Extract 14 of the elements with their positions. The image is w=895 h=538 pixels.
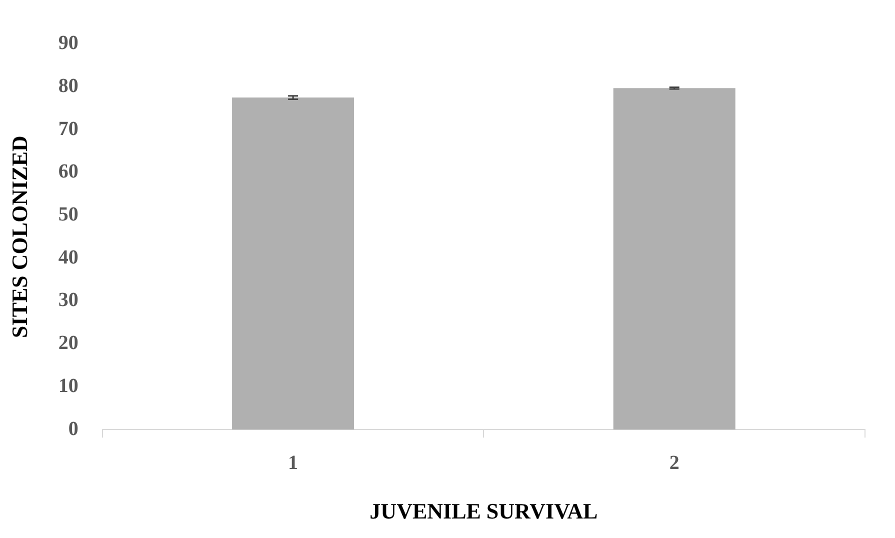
y-tick-label: 10 xyxy=(58,374,78,397)
x-tick-label: 1 xyxy=(288,452,298,474)
y-tick-label: 0 xyxy=(68,418,78,440)
y-tick-label: 70 xyxy=(58,118,78,140)
x-tick-label: 2 xyxy=(669,452,680,474)
y-tick-label: 90 xyxy=(58,32,78,54)
x-axis-title: JUVENILE SURVIVAL xyxy=(370,498,598,524)
y-tick-label: 30 xyxy=(58,289,78,312)
y-tick-label: 20 xyxy=(58,332,78,354)
y-axis-title: SITES COLONIZED xyxy=(6,136,32,338)
y-tick-label: 40 xyxy=(58,246,78,268)
y-tick-label: 60 xyxy=(58,160,78,183)
y-tick-label: 50 xyxy=(58,204,78,226)
y-tick-label: 80 xyxy=(58,75,78,98)
